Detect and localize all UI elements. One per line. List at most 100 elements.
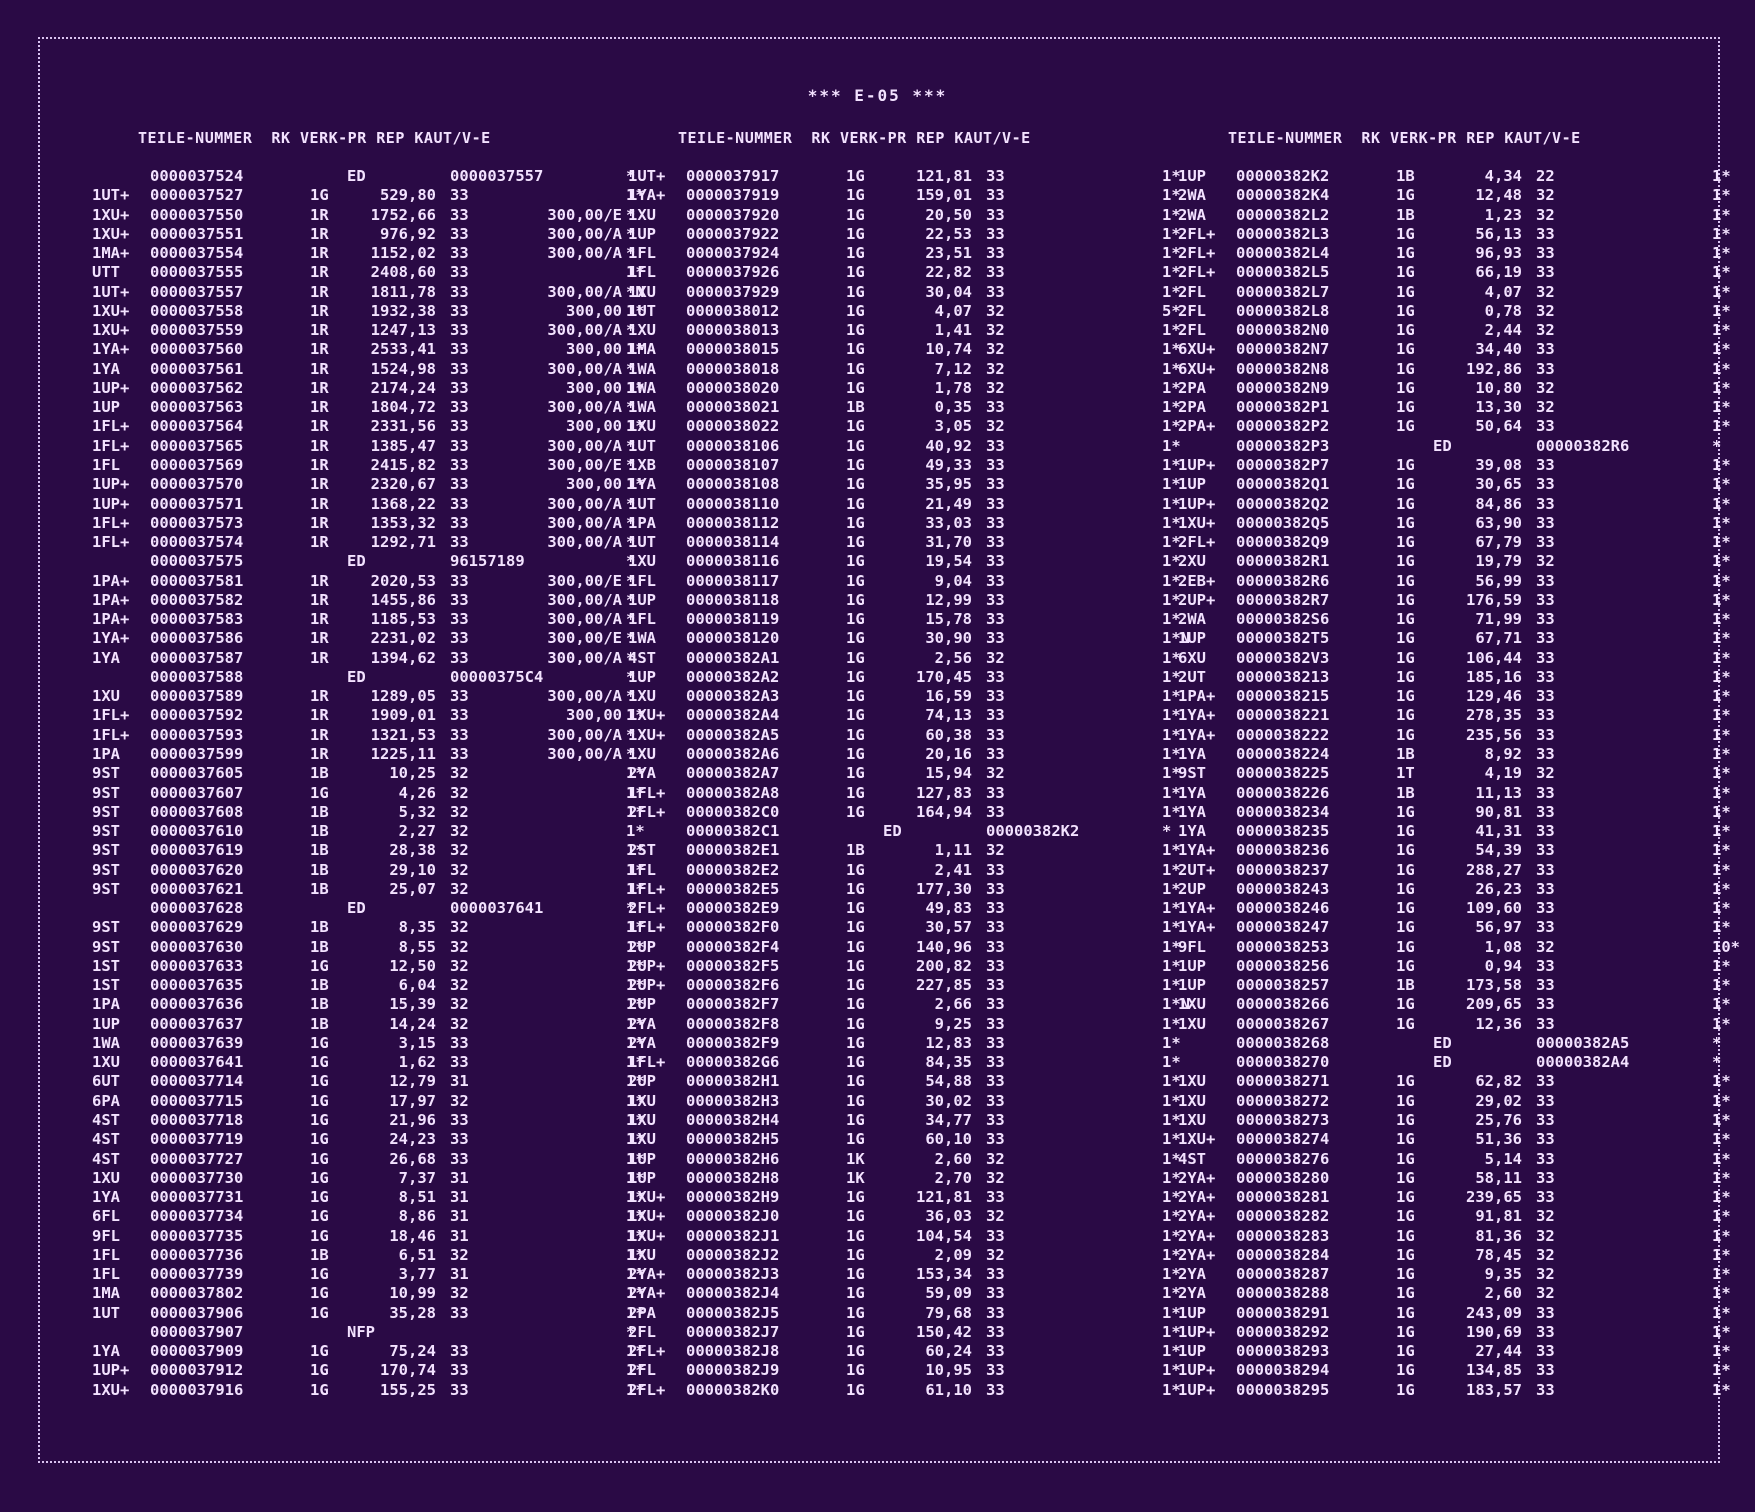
cell-pfx: 1YA+: [1178, 841, 1216, 860]
cell-pr: 9,04: [934, 571, 972, 590]
cell-flag: 1*: [1162, 1072, 1181, 1091]
cell-num: 00000382H6: [686, 1149, 780, 1168]
cell-pfx: 1XU: [628, 321, 656, 340]
cell-flag: 1*: [1162, 956, 1181, 975]
cell-flag: 1*: [1162, 1130, 1181, 1149]
cell-flag: 1*: [1162, 1033, 1181, 1052]
cell-rk: 1G: [846, 725, 865, 744]
cell-num: 0000038295: [1236, 1380, 1330, 1399]
cell-pfx: 1YA: [92, 1188, 120, 1207]
cell-num: 00000382K2: [1236, 167, 1330, 185]
cell-pr: 1289,05: [370, 687, 436, 706]
cell-rep: 32: [986, 378, 1005, 397]
cell-flag: 1*: [1162, 1380, 1181, 1399]
cell-pfx: 2ST: [628, 841, 656, 860]
cell-flag: *: [626, 359, 636, 378]
cell-pr: 75,24: [389, 1342, 436, 1361]
cell-num: 0000038267: [1236, 1014, 1330, 1033]
cell-rep: 32: [986, 1149, 1005, 1168]
cell-flag: 1*: [1712, 340, 1731, 359]
cell-pfx: 6XU+: [1178, 359, 1216, 378]
cell-pr: 51,36: [1475, 1130, 1522, 1149]
cell-pr: 12,79: [389, 1072, 436, 1091]
cell-flag: 1*: [1162, 648, 1181, 667]
cell-pfx: 2UT: [1178, 667, 1206, 686]
cell-flag: 1*: [626, 1053, 645, 1072]
cell-ka: 300,00/A: [547, 648, 622, 667]
cell-pfx: 1FL+: [92, 513, 130, 532]
cell-rk: 1G: [1396, 937, 1415, 956]
cell-num: 0000037592: [150, 706, 244, 725]
cell-pfx: 1UP: [628, 1149, 656, 1168]
cell-rep: 32: [986, 321, 1005, 340]
cell-num: 0000037636: [150, 995, 244, 1014]
cell-rep: 33: [986, 263, 1005, 282]
cell-flag: 1*: [1712, 860, 1731, 879]
cell-num: 0000038222: [1236, 725, 1330, 744]
cell-rep: 33: [1536, 1130, 1555, 1149]
cell-flag: 1*: [1712, 976, 1731, 995]
cell-rk: 1R: [310, 533, 329, 552]
cell-num: 0000037629: [150, 918, 244, 937]
cell-rk: 1G: [846, 1111, 865, 1130]
cell-flag: *: [1162, 822, 1172, 841]
cell-num: 00000382A5: [686, 725, 780, 744]
cell-pr: 41,31: [1475, 822, 1522, 841]
cell-num: 0000037621: [150, 879, 244, 898]
cell-rk: 1G: [310, 1168, 329, 1187]
cell-flag: *: [626, 648, 636, 667]
cell-rep: 33: [1536, 244, 1555, 263]
cell-rep: 32: [986, 764, 1005, 783]
cell-rep: 33: [1536, 1014, 1555, 1033]
cell-ednum: 00000382R6: [1536, 436, 1630, 455]
cell-pr: 18,46: [389, 1226, 436, 1245]
cell-flag: 1*: [1162, 590, 1181, 609]
cell-flag: *: [626, 687, 636, 706]
cell-flag: 1*: [1162, 533, 1181, 552]
cell-rep: 33: [450, 629, 469, 648]
cell-pr: 20,16: [925, 744, 972, 763]
cell-pfx: 1PA: [628, 513, 656, 532]
cell-rep: 33: [450, 687, 469, 706]
cell-pr: 1225,11: [370, 744, 436, 763]
cell-ed: ED: [347, 167, 366, 185]
cell-rep: 33: [450, 1342, 469, 1361]
cell-flag: 1*: [1162, 263, 1181, 282]
cell-flag: 1*: [1162, 321, 1181, 340]
cell-pfx: 1MA: [628, 340, 656, 359]
cell-num: 00000382L7: [1236, 282, 1330, 301]
cell-pr: 2320,67: [370, 475, 436, 494]
cell-num: 0000038018: [686, 359, 780, 378]
cell-num: 0000037557: [150, 282, 244, 301]
cell-num: 00000382P7: [1236, 455, 1330, 474]
cell-rk: 1B: [310, 1245, 329, 1264]
cell-rep: 33: [986, 918, 1005, 937]
cell-num: 00000382Q2: [1236, 494, 1330, 513]
cell-rep: 33: [986, 1303, 1005, 1322]
cell-pfx: 1FL+: [92, 725, 130, 744]
cell-pr: 16,59: [925, 687, 972, 706]
cell-pfx: 4ST: [1178, 1149, 1206, 1168]
cell-flag: 1*: [626, 417, 645, 436]
cell-num: 00000382J1: [686, 1226, 780, 1245]
cell-flag: *: [626, 1322, 636, 1341]
cell-flag: 1*: [626, 1072, 645, 1091]
cell-pfx: 1XU: [628, 205, 656, 224]
cell-pfx: 1UP+: [1178, 455, 1216, 474]
cell-rep: 33: [986, 1091, 1005, 1110]
cell-flag: 1*: [1162, 610, 1181, 629]
cell-num: 00000382H4: [686, 1111, 780, 1130]
cell-rk: 1G: [1396, 282, 1415, 301]
cell-num: 0000037718: [150, 1111, 244, 1130]
cell-rep: 32: [450, 822, 469, 841]
cell-num: 0000038247: [1236, 918, 1330, 937]
cell-num: 0000038253: [1236, 937, 1330, 956]
cell-rep: 33: [1536, 725, 1555, 744]
cell-rk: 1G: [846, 1245, 865, 1264]
cell-rep: 32: [986, 841, 1005, 860]
cell-rk: 1G: [846, 513, 865, 532]
cell-rep: 33: [450, 648, 469, 667]
cell-num: 00000382A6: [686, 744, 780, 763]
cell-num: 0000037714: [150, 1072, 244, 1091]
cell-flag: 1*: [626, 263, 645, 282]
